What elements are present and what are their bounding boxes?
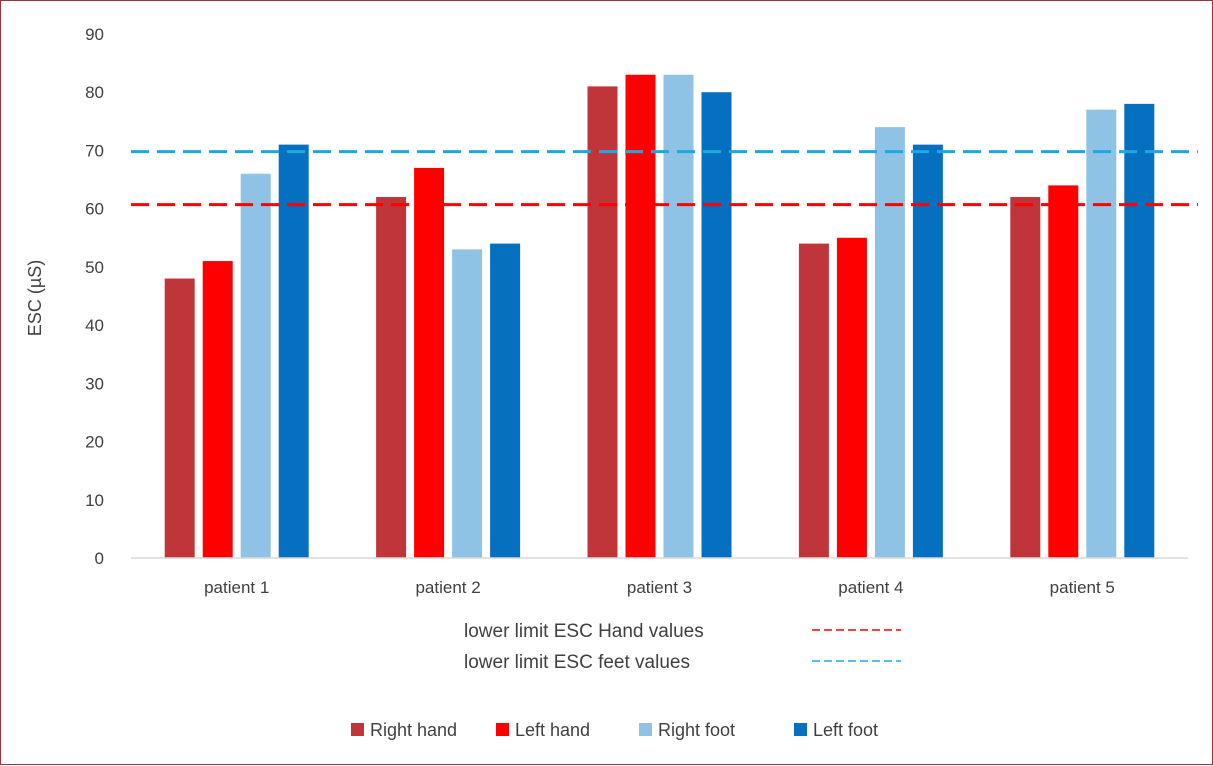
legend-label: Left hand <box>515 720 590 740</box>
reference-lines <box>131 150 1198 207</box>
x-tick-label: patient 2 <box>415 578 480 597</box>
bar <box>414 167 445 558</box>
y-tick-label: 40 <box>85 316 104 335</box>
bar <box>663 74 694 558</box>
y-tick-label: 80 <box>85 83 104 102</box>
legend-label: Right foot <box>658 720 735 740</box>
y-axis-title: ESC (µS) <box>25 260 45 336</box>
y-tick-label: 10 <box>85 491 104 510</box>
bar <box>376 197 407 558</box>
bar <box>701 92 732 558</box>
x-tick-label: patient 5 <box>1050 578 1115 597</box>
reference-line-label: lower limit ESC Hand values <box>464 621 704 642</box>
legend: Right hand Left hand Right foot Left foot <box>351 720 878 740</box>
bar <box>625 74 656 558</box>
bar <box>202 261 233 558</box>
legend-label: Left foot <box>813 720 878 740</box>
legend-swatch <box>794 723 807 736</box>
x-tick-label: patient 3 <box>627 578 692 597</box>
bar <box>490 243 521 558</box>
bar <box>836 237 867 558</box>
bar <box>278 144 309 558</box>
y-tick-label: 70 <box>85 141 104 160</box>
bar <box>874 127 905 559</box>
y-tick-label: 30 <box>85 374 104 393</box>
bar <box>1010 197 1041 558</box>
y-tick-label: 90 <box>85 25 104 44</box>
legend-label: Right hand <box>370 720 457 740</box>
bar <box>912 144 943 558</box>
y-tick-label: 50 <box>85 258 104 277</box>
bar <box>798 243 829 558</box>
bar <box>452 249 483 558</box>
y-tick-label: 0 <box>95 549 104 568</box>
y-axis-ticks: 0 10 20 30 40 50 60 70 80 90 <box>85 25 104 568</box>
x-axis-ticks: patient 1 patient 2 patient 3 patient 4 pati… <box>204 578 1115 597</box>
bar <box>1048 185 1079 558</box>
bar <box>1086 109 1117 558</box>
bar <box>587 86 618 559</box>
bar <box>240 173 271 558</box>
y-tick-label: 60 <box>85 200 104 219</box>
x-tick-label: patient 4 <box>838 578 903 597</box>
bar <box>164 278 195 558</box>
legend-swatch <box>351 723 364 736</box>
reference-line-label: lower limit ESC feet values <box>464 652 690 673</box>
legend-swatch <box>639 723 652 736</box>
bars <box>164 74 1155 559</box>
bar <box>1124 103 1155 558</box>
reference-line-notes: lower limit ESC Hand values lower limit E… <box>464 621 901 673</box>
legend-swatch <box>496 723 509 736</box>
x-tick-label: patient 1 <box>204 578 269 597</box>
y-tick-label: 20 <box>85 433 104 452</box>
